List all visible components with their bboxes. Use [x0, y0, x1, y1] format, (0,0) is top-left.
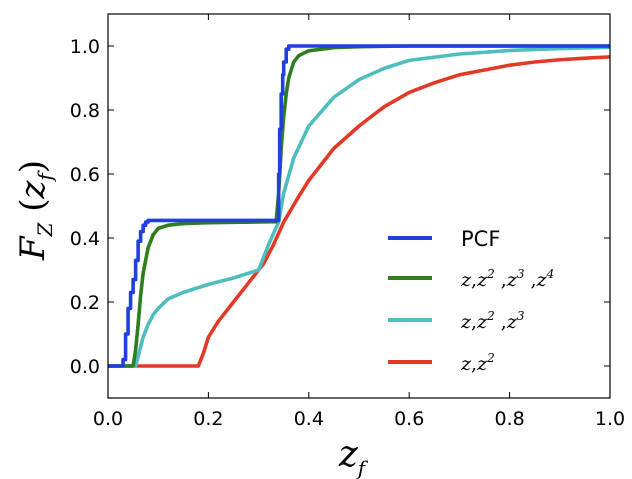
y-tick-label: 0.2	[70, 292, 100, 314]
y-tick-label: 0.4	[70, 228, 100, 250]
series-line-2	[108, 45, 611, 368]
x-tick-label: 0.2	[193, 408, 223, 430]
y-tick-label: 0.8	[70, 100, 100, 122]
x-tick-label: 1.0	[595, 408, 625, 430]
plot-frame	[107, 13, 611, 399]
x-tick-labels: 0.0 0.2 0.4 0.6 0.8 1.0	[93, 408, 625, 430]
series-line-3	[108, 55, 611, 368]
y-tick-labels: 0.0 0.2 0.4 0.6 0.8 1.0	[70, 36, 100, 378]
legend-label-pcf: PCF	[461, 227, 500, 251]
series-line-0	[108, 44, 610, 368]
legend-label-z-to-z4: z,z2 ,z3 ,z4	[460, 267, 554, 291]
y-tick-label: 1.0	[70, 36, 100, 58]
x-tick-label: 0.4	[294, 408, 324, 430]
x-tick-label: 0.8	[494, 408, 524, 430]
y-tick-label: 0.0	[70, 356, 100, 378]
x-tick-label: 0.0	[93, 408, 123, 430]
x-tick-label: 0.6	[394, 408, 424, 430]
y-tick-label: 0.6	[70, 164, 100, 186]
series-layer	[108, 44, 611, 368]
